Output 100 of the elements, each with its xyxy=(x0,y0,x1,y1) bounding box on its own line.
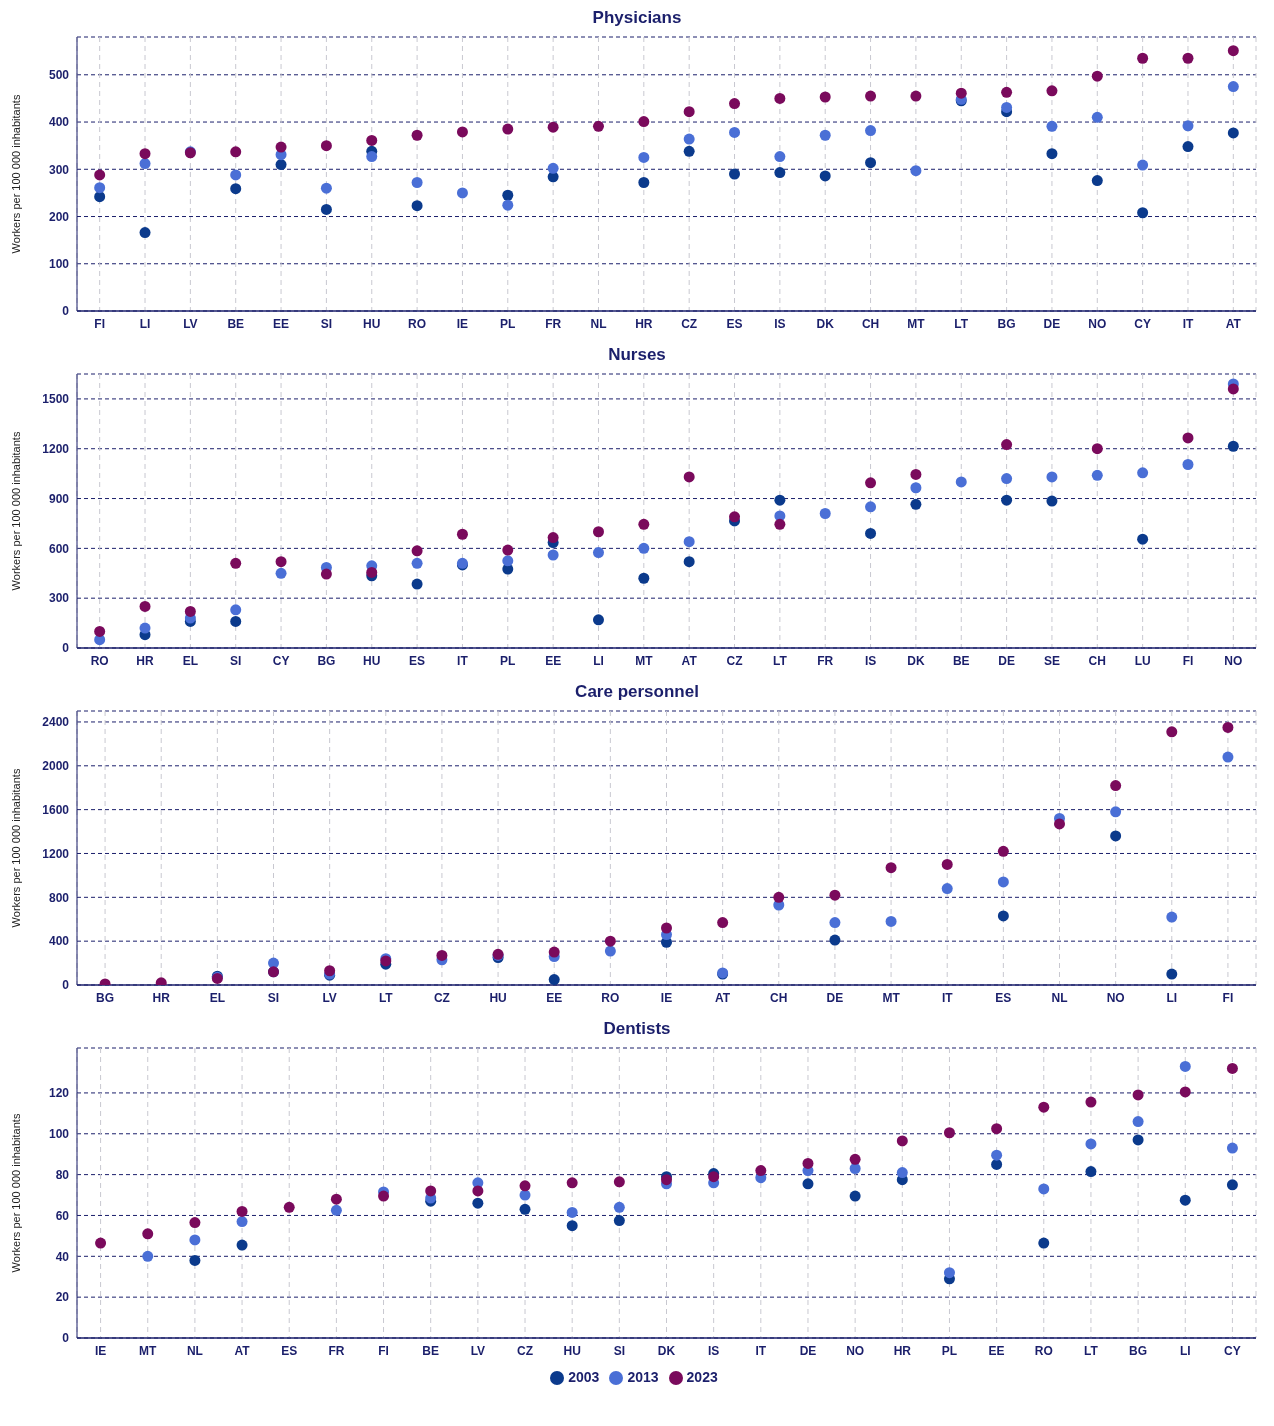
y-tick-label: 200 xyxy=(48,209,70,224)
x-tick-label: NL xyxy=(186,1343,203,1358)
x-tick-label: CY xyxy=(1134,316,1151,331)
legend-label: 2013 xyxy=(627,1369,659,1385)
x-tick-label: IE xyxy=(660,990,673,1005)
x-tick-label: SI xyxy=(230,653,242,668)
y-tick-label: 300 xyxy=(48,162,70,177)
x-tick-label: PL xyxy=(500,653,516,668)
x-tick-label: BE xyxy=(952,653,970,668)
x-tick-label: LI xyxy=(1166,990,1178,1005)
y-tick-label: 400 xyxy=(48,934,70,949)
x-tick-label: LI xyxy=(139,316,151,331)
x-tick-label: BE xyxy=(422,1343,440,1358)
x-tick-label: NO xyxy=(846,1343,865,1358)
x-tick-label: RO xyxy=(90,653,109,668)
x-tick-label: LV xyxy=(470,1343,486,1358)
x-tick-label: NL xyxy=(1051,990,1068,1005)
x-tick-label: DK xyxy=(657,1343,676,1358)
x-tick-label: AT xyxy=(1225,316,1242,331)
x-tick-label: BG xyxy=(997,316,1016,331)
x-tick-label: LV xyxy=(322,990,337,1005)
x-tick-label: FR xyxy=(328,1343,345,1358)
x-tick-label: ES xyxy=(995,990,1012,1005)
x-tick-label: NL xyxy=(590,316,607,331)
y-tick-label: 100 xyxy=(48,1127,70,1142)
x-tick-label: ES xyxy=(409,653,426,668)
y-tick-label: 1600 xyxy=(42,802,70,817)
y-tick-label: 500 xyxy=(48,68,70,83)
x-tick-label: EE xyxy=(546,990,563,1005)
x-tick-label: MT xyxy=(635,653,654,668)
y-tick-label: 100 xyxy=(48,257,70,272)
x-tick-label: IS xyxy=(864,653,877,668)
x-tick-label: CZ xyxy=(433,990,450,1005)
y-tick-label: 120 xyxy=(48,1086,70,1101)
x-tick-label: EE xyxy=(545,653,562,668)
x-tick-label: SI xyxy=(320,316,333,331)
y-tick-label: 1200 xyxy=(42,846,70,861)
x-tick-label: FI xyxy=(94,316,106,331)
x-tick-label: EL xyxy=(182,653,199,668)
x-tick-label: MT xyxy=(139,1343,158,1358)
x-tick-label: NO xyxy=(1224,653,1243,668)
y-tick-label: 0 xyxy=(62,1331,70,1346)
y-tick-label: 20 xyxy=(55,1290,70,1305)
x-tick-label: DE xyxy=(826,990,844,1005)
x-tick-label: HU xyxy=(363,653,381,668)
x-tick-label: HU xyxy=(489,990,507,1005)
y-tick-label: 300 xyxy=(48,591,70,606)
y-tick-label: 0 xyxy=(62,978,70,993)
x-tick-label: NO xyxy=(1088,316,1107,331)
x-tick-label: SE xyxy=(1043,653,1060,668)
x-tick-label: HR xyxy=(893,1343,912,1358)
x-tick-label: DE xyxy=(1043,316,1061,331)
y-tick-label: 60 xyxy=(55,1208,70,1223)
y-tick-label: 2400 xyxy=(42,715,70,730)
x-tick-label: CY xyxy=(1224,1343,1241,1358)
x-tick-label: RO xyxy=(1034,1343,1053,1358)
legend-label: 2023 xyxy=(686,1369,718,1385)
y-tick-label: 800 xyxy=(48,890,70,905)
x-tick-label: LT xyxy=(1084,1343,1099,1358)
x-tick-label: MT xyxy=(882,990,901,1005)
y-tick-label: 40 xyxy=(55,1249,70,1264)
x-tick-label: ES xyxy=(281,1343,298,1358)
x-tick-label: FI xyxy=(1222,990,1234,1005)
y-axis-title: Workers per 100 000 inhabitants xyxy=(9,1113,22,1273)
x-tick-label: RO xyxy=(601,990,620,1005)
y-tick-label: 600 xyxy=(48,541,70,556)
x-tick-label: DE xyxy=(998,653,1015,668)
x-tick-label: LV xyxy=(183,316,198,331)
x-tick-label: AT xyxy=(681,653,698,668)
x-tick-label: IT xyxy=(1182,316,1194,331)
x-tick-label: BG xyxy=(96,990,115,1005)
x-tick-label: EL xyxy=(209,990,226,1005)
y-tick-label: 1200 xyxy=(42,441,70,456)
y-tick-label: 0 xyxy=(62,641,70,656)
x-tick-label: DE xyxy=(799,1343,817,1358)
x-tick-label: DK xyxy=(816,316,835,331)
x-tick-label: AT xyxy=(715,990,731,1005)
x-tick-label: CY xyxy=(272,653,290,668)
x-tick-label: HU xyxy=(363,316,381,331)
x-tick-label: BE xyxy=(227,316,245,331)
legend-label: 2003 xyxy=(568,1369,600,1385)
x-tick-label: AT xyxy=(234,1343,251,1358)
chart-title: Nurses xyxy=(607,345,667,366)
x-tick-label: FR xyxy=(545,316,562,331)
x-tick-label: EE xyxy=(988,1343,1005,1358)
x-tick-label: RO xyxy=(408,316,427,331)
x-tick-label: PL xyxy=(500,316,516,331)
x-tick-label: SI xyxy=(613,1343,626,1358)
y-tick-label: 0 xyxy=(62,304,70,319)
x-tick-label: EE xyxy=(273,316,290,331)
x-tick-label: CH xyxy=(1088,653,1106,668)
y-axis-title: Workers per 100 000 inhabitants xyxy=(9,768,22,928)
x-tick-label: IT xyxy=(941,990,954,1005)
y-axis-title: Workers per 100 000 inhabitants xyxy=(9,431,22,591)
x-tick-label: IT xyxy=(755,1343,767,1358)
x-tick-label: LI xyxy=(1179,1343,1191,1358)
x-tick-label: LT xyxy=(378,990,394,1005)
x-tick-label: LU xyxy=(1134,653,1151,668)
y-axis-title: Workers per 100 000 inhabitants xyxy=(9,94,22,254)
chart-title: Dentists xyxy=(602,1019,672,1040)
